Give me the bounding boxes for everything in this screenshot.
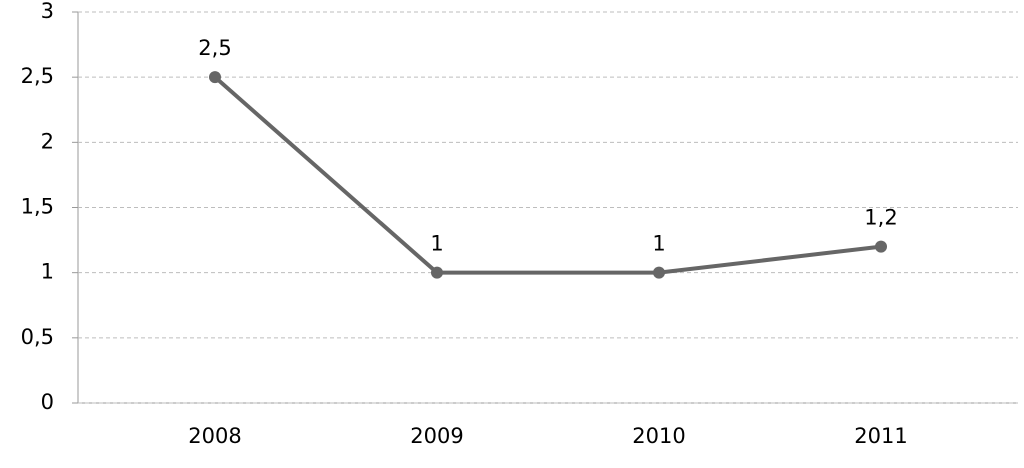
point xyxy=(431,266,443,279)
y-tick-label: 0 xyxy=(41,390,54,414)
y-tick-label: 0,5 xyxy=(21,325,54,349)
x-tick-label: 2010 xyxy=(632,424,685,448)
y-tick-label: 2 xyxy=(41,129,54,153)
point xyxy=(653,266,665,279)
data-label: 2,5 xyxy=(198,36,231,60)
y-tick-label: 2,5 xyxy=(21,64,54,88)
data-label: 1 xyxy=(652,232,665,256)
data-label: 1 xyxy=(430,232,443,256)
point xyxy=(209,71,221,84)
x-tick-label: 2008 xyxy=(188,424,241,448)
y-tick-label: 1,5 xyxy=(21,195,54,219)
x-tick-label: 2011 xyxy=(854,424,907,448)
y-tick-label: 3 xyxy=(41,0,54,23)
x-tick-label: 2009 xyxy=(410,424,463,448)
data-label: 1,2 xyxy=(864,206,897,230)
y-tick-label: 1 xyxy=(41,260,54,284)
point xyxy=(875,240,887,253)
line xyxy=(213,75,882,275)
